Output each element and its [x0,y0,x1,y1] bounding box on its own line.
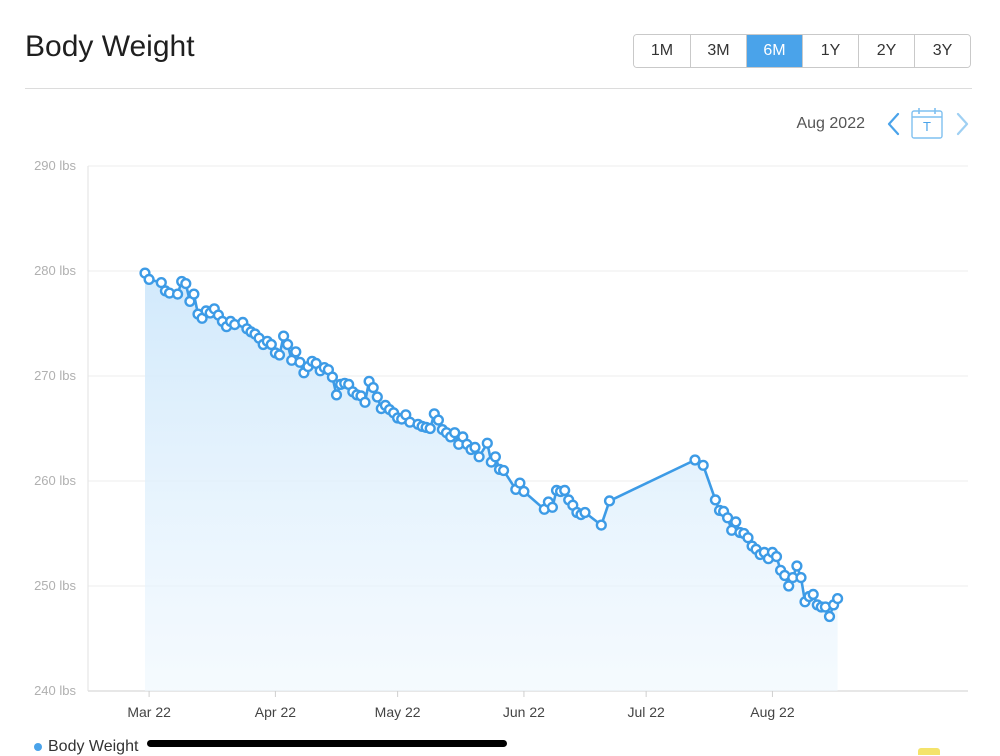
data-point[interactable] [432,414,445,426]
data-point[interactable] [795,571,807,584]
range-button-3y[interactable]: 3Y [914,35,970,67]
x-tick-label: Mar 22 [127,704,171,720]
range-button-6m[interactable]: 6M [746,35,802,67]
chevron-left-icon[interactable] [884,111,904,137]
data-point[interactable] [823,610,836,623]
legend-label: Body Weight [48,738,139,755]
data-point[interactable] [290,346,302,358]
data-point[interactable] [689,454,701,466]
x-tick-label: Jul 22 [627,704,665,720]
data-point[interactable] [278,330,290,342]
range-button-3m[interactable]: 3M [690,35,746,67]
data-point[interactable] [559,484,571,497]
chart-legend[interactable]: Body Weight [34,738,138,756]
page-title: Body Weight [25,30,195,63]
calendar-icon[interactable]: T [910,106,944,140]
weight-chart: 290 lbs 280 lbs 270 lbs 260 lbs 250 lbs 240 l… [34,158,968,720]
data-point[interactable] [595,519,607,531]
y-tick-label: 280 lbs [34,263,76,278]
data-point[interactable] [172,288,184,300]
data-point[interactable] [518,485,530,498]
data-point[interactable] [188,288,200,300]
period-label: Aug 2022 [796,115,865,132]
time-range-selector: 1M 3M 6M 1Y 2Y 3Y [633,34,971,68]
data-point[interactable] [498,464,510,477]
x-tick-label: Jun 22 [503,704,545,720]
data-point[interactable] [282,338,294,351]
data-point[interactable] [831,592,844,605]
data-point[interactable] [579,506,591,519]
y-tick-label: 290 lbs [34,158,76,173]
data-point[interactable] [489,451,502,463]
today-letter: T [923,119,931,134]
y-tick-label: 240 lbs [34,683,76,698]
y-tick-label: 260 lbs [34,473,76,488]
data-point[interactable] [330,389,343,401]
data-point[interactable] [180,278,192,290]
corner-mark [918,748,940,755]
range-button-2y[interactable]: 2Y [858,35,914,67]
range-button-1y[interactable]: 1Y [802,35,858,67]
data-point[interactable] [265,338,277,351]
data-point[interactable] [807,588,819,601]
chevron-right-icon[interactable] [952,111,972,137]
legend-dot-icon [34,742,42,751]
data-point[interactable] [359,396,371,408]
data-point[interactable] [783,580,795,592]
data-point[interactable] [791,560,803,572]
data-point[interactable] [367,382,379,394]
y-tick-label: 270 lbs [34,368,76,383]
data-point[interactable] [326,371,339,383]
data-point[interactable] [143,273,155,286]
x-tick-label: Aug 22 [750,704,795,720]
y-tick-label: 250 lbs [34,578,76,593]
data-point[interactable] [742,532,754,544]
x-tick-label: May 22 [375,704,421,720]
data-point[interactable] [514,477,526,489]
header-divider [25,88,972,89]
series-area [145,273,838,691]
data-point[interactable] [424,422,436,435]
data-point[interactable] [697,459,709,471]
data-point[interactable] [770,550,783,563]
data-point[interactable] [273,349,286,361]
x-tick-label: Apr 22 [255,704,296,720]
data-point[interactable] [546,501,559,513]
data-point[interactable] [481,437,493,449]
range-button-1m[interactable]: 1M [634,35,690,67]
data-point[interactable] [469,441,481,454]
data-point[interactable] [371,391,383,403]
data-point[interactable] [730,516,742,528]
data-point[interactable] [709,494,722,506]
data-point[interactable] [603,495,616,507]
scroll-indicator [147,740,507,747]
data-point[interactable] [155,277,167,289]
data-point[interactable] [473,451,485,463]
data-point[interactable] [294,356,306,368]
